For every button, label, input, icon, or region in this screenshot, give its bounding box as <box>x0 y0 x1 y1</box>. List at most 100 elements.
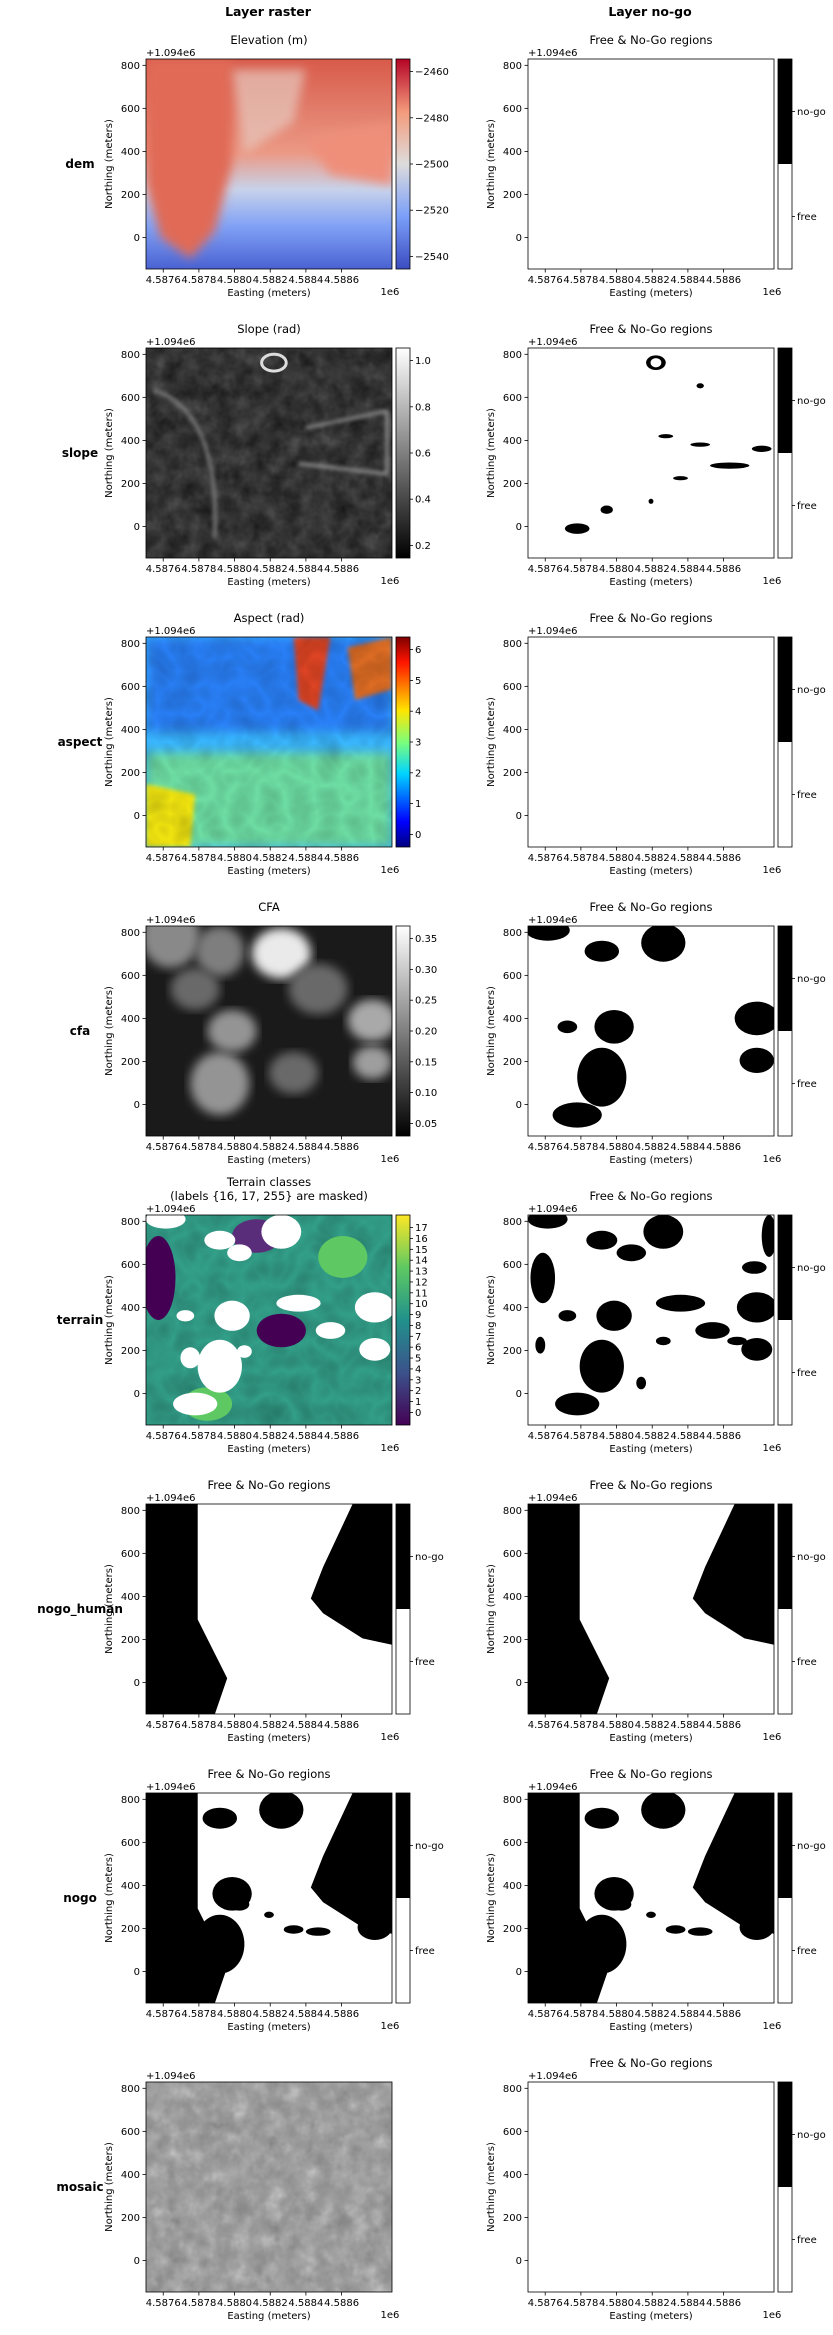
colorbar-tick-label: 6 <box>415 1343 421 1354</box>
y-tick-label: 800 <box>121 2084 140 2095</box>
x-tick-label: 4.5882 <box>635 1142 670 1153</box>
x-multiplier: 1e6 <box>763 2310 782 2321</box>
x-tick-label: 4.5884 <box>288 275 323 286</box>
y-tick-label: 0 <box>134 1967 140 1978</box>
x-tick-label: 4.5886 <box>324 1142 359 1153</box>
x-tick-label: 4.5884 <box>288 1720 323 1731</box>
x-tick-label: 4.5876 <box>528 1720 563 1731</box>
x-tick-label: 4.5880 <box>217 564 252 575</box>
x-multiplier: 1e6 <box>763 865 782 876</box>
plot-frame <box>527 347 775 559</box>
x-tick-label: 4.5876 <box>146 1431 181 1442</box>
colorbar-tick-label: 10 <box>415 1299 428 1310</box>
colorbar-free-swatch <box>778 164 792 269</box>
raster-panel-mosaic: 4.5876 4.5878 4.5880 4.5882 4.5884 4.5886 800 6… <box>104 2071 399 2322</box>
x-multiplier: 1e6 <box>381 2310 400 2321</box>
y-tick-label: 400 <box>503 1014 522 1025</box>
colorbar-tick-label: 16 <box>415 1234 428 1245</box>
x-axis-label: Easting (meters) <box>609 288 692 299</box>
colorbar-tick-label: 2 <box>415 768 421 779</box>
y-tick-label: 800 <box>503 350 522 361</box>
colorbar-nogo-swatch <box>778 2082 792 2187</box>
y-offset: +1.094e6 <box>528 48 578 59</box>
x-tick-label: 4.5880 <box>599 564 634 575</box>
x-tick-label: 4.5882 <box>635 2298 670 2309</box>
colorbar-tick-label: 4 <box>415 707 421 718</box>
colorbar-label-free: free <box>797 212 817 223</box>
x-tick-label: 4.5886 <box>706 2009 741 2020</box>
x-tick-label: 4.5878 <box>181 1142 216 1153</box>
panel-title: Free & No-Go regions <box>589 322 712 336</box>
x-tick-label: 4.5876 <box>146 2298 181 2309</box>
x-tick-label: 4.5882 <box>635 275 670 286</box>
y-axis-label: Northing (meters) <box>104 2142 115 2232</box>
y-tick-label: 0 <box>134 233 140 244</box>
x-tick-label: 4.5876 <box>528 275 563 286</box>
x-tick-label: 4.5882 <box>253 564 288 575</box>
x-tick-label: 4.5878 <box>563 853 598 864</box>
x-tick-label: 4.5878 <box>563 2298 598 2309</box>
x-axis-label: Easting (meters) <box>227 1155 310 1166</box>
y-tick-label: 200 <box>121 1057 140 1068</box>
colorbar-tick-label: −2540 <box>415 252 449 263</box>
x-tick-label: 4.5880 <box>599 853 634 864</box>
x-multiplier: 1e6 <box>381 1732 400 1743</box>
y-tick-label: 0 <box>516 1100 522 1111</box>
y-offset: +1.094e6 <box>528 1204 578 1215</box>
y-tick-label: 600 <box>121 104 140 115</box>
y-tick-label: 400 <box>121 2170 140 2181</box>
raster-panel-dem: Elevation (m)4.5876 4.5878 4.5880 4.5882 4.5… <box>104 33 449 299</box>
colorbar <box>395 925 411 1137</box>
y-axis-label: Northing (meters) <box>104 408 115 498</box>
y-tick-label: 800 <box>503 639 522 650</box>
colorbar-tick-label: 17 <box>415 1223 428 1234</box>
colorbar-label-no-go: no-go <box>797 1841 826 1852</box>
colorbar-label-no-go: no-go <box>797 396 826 407</box>
colorbar-tick-label: 0.25 <box>415 996 437 1007</box>
raster-panel-terrain: Terrain classes(labels {16, 17, 255} are… <box>104 1175 428 1455</box>
x-tick-label: 4.5880 <box>217 1431 252 1442</box>
x-tick-label: 4.5880 <box>599 2009 634 2020</box>
x-axis-label: Easting (meters) <box>227 866 310 877</box>
y-offset: +1.094e6 <box>146 915 196 926</box>
panel-title: Free & No-Go regions <box>589 900 712 914</box>
x-tick-label: 4.5884 <box>670 2298 705 2309</box>
colorbar-tick-label: 1.0 <box>415 356 431 367</box>
y-tick-label: 400 <box>503 1881 522 1892</box>
y-tick-label: 0 <box>516 1678 522 1689</box>
y-tick-label: 200 <box>121 2213 140 2224</box>
colorbar-free-swatch <box>778 1898 792 2003</box>
panel-title: Free & No-Go regions <box>589 1767 712 1781</box>
colorbar-tick-label: 0 <box>415 1408 421 1419</box>
x-tick-label: 4.5882 <box>253 1142 288 1153</box>
x-tick-label: 4.5878 <box>563 564 598 575</box>
colorbar-tick-label: 7 <box>415 1332 421 1343</box>
row-label: mosaic <box>56 2180 103 2194</box>
y-axis-label: Northing (meters) <box>486 1853 497 1943</box>
x-axis-label: Easting (meters) <box>609 866 692 877</box>
colorbar-nogo-swatch <box>778 1504 792 1609</box>
y-tick-label: 400 <box>121 147 140 158</box>
y-tick-label: 600 <box>121 2127 140 2138</box>
x-tick-label: 4.5884 <box>670 1720 705 1731</box>
plot-frame <box>145 347 393 559</box>
plot-frame <box>145 1792 393 2004</box>
x-tick-label: 4.5878 <box>181 1720 216 1731</box>
colorbar-label-free: free <box>797 501 817 512</box>
x-tick-label: 4.5880 <box>217 275 252 286</box>
panel-title: Free & No-Go regions <box>207 1478 330 1492</box>
plot-frame <box>527 1503 775 1715</box>
y-offset: +1.094e6 <box>528 2071 578 2082</box>
y-tick-label: 800 <box>121 639 140 650</box>
colorbar-tick-label: 5 <box>415 1354 421 1365</box>
colorbar-label-no-go: no-go <box>797 2130 826 2141</box>
x-tick-label: 4.5876 <box>528 2009 563 2020</box>
colorbar-tick-label: −2480 <box>415 113 449 124</box>
y-tick-label: 0 <box>516 1389 522 1400</box>
x-tick-label: 4.5882 <box>635 1431 670 1442</box>
row-label: terrain <box>57 1313 103 1327</box>
